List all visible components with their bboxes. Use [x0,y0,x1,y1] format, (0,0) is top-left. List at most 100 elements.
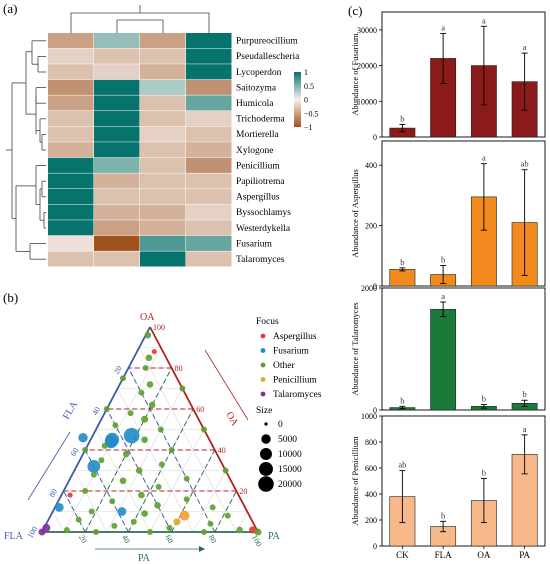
heatmap-row-label: Humicola [236,99,274,109]
fla-tick-label: 100 [26,525,40,540]
heatmap-cell [94,157,140,173]
significance-letter: b [400,114,404,124]
pa-tick-label: 20 [77,533,89,544]
heatmap-cell [140,79,186,95]
heatmap-cell [186,64,232,80]
x-tick-label: FLA [435,550,453,560]
size-legend-label: 15000 [278,465,302,475]
bar-ylabel: Abundance of Aspergillus [350,169,360,258]
heatmap-cell [186,251,232,267]
significance-letter: a [482,15,486,25]
heatmap-cell [94,173,140,189]
focus-legend-marker [260,348,266,353]
column-dendrogram [116,19,164,33]
y-tick-label: 400 [365,490,377,499]
heatmap-cell [186,220,232,236]
heatmap-cell [94,251,140,267]
heatmap-cell [140,64,186,80]
y-tick-label: 0 [373,133,377,142]
y-tick-label: 200 [365,222,377,231]
focus-legend-marker [260,391,266,397]
significance-letter: b [441,254,445,264]
heatmap-cell [186,173,232,189]
heatmap-cell [48,95,94,111]
ternary-grid [192,470,226,533]
ternary-point [151,349,157,355]
panel-label-a: (a) [3,1,17,16]
fla-tick-label: 60 [69,446,81,457]
bar-ylabel: Abundance of Fusarium [350,33,360,116]
ternary-point [101,442,108,449]
y-tick-label: 200 [365,516,377,525]
heatmap-cell [48,64,94,80]
ternary-point [168,447,175,453]
heatmap-cell [94,111,140,127]
ternary-point [119,477,127,485]
significance-letter: ab [521,159,529,169]
size-legend-marker [259,462,273,476]
y-tick-label: 800 [365,438,377,447]
significance-letter: a [523,424,527,434]
heatmap-cell [48,235,94,251]
heatmap-cell [140,220,186,236]
ternary-point [173,518,181,526]
size-legend-label: 5000 [278,435,297,445]
y-tick-label: 20000 [357,62,377,71]
heatmap-cell [140,235,186,251]
focus-legend-title: Focus [256,317,279,327]
ternary-side-fla [41,326,151,533]
ternary-point [142,365,149,371]
fla-tick-label: 80 [47,487,59,498]
axis-arrow-fla [27,431,71,501]
ternary-point [155,483,162,490]
heatmap-cell [94,95,140,111]
vertex-label-pa: PA [268,531,281,542]
heatmap-cell [186,48,232,64]
heatmap-cell [186,142,232,158]
heatmap-cell [94,48,140,64]
heatmap-cell [186,95,232,111]
heatmap-cell [48,111,94,127]
heatmap-cell [186,126,232,142]
heatmap-row-label: Aspergillus [236,193,280,203]
heatmap-cell [140,173,186,189]
heatmap-cell [186,33,232,49]
axis-arrowhead-pa [199,546,205,552]
ternary-point [120,375,126,382]
ternary-point [207,520,214,527]
ternary-point [78,433,88,443]
x-tick-label: CK [396,550,409,560]
ternary-point [236,526,243,534]
vertex-label-fla: FLA [4,531,24,542]
heatmap-cell [94,79,140,95]
significance-letter: b [441,510,445,520]
significance-letter: a [482,153,486,163]
bar-subplot: 0 200 400 600 800 1000 Abundance of Penicilliu… [350,412,546,551]
heatmap-row-label: Xylogone [236,146,273,156]
heatmap-cell [48,173,94,189]
fla-tick-label: 20 [112,364,124,375]
heatmap-cell [94,189,140,205]
heatmap-cell [94,220,140,236]
pa-tick-label: 100 [250,533,264,548]
heatmap-row-label: Lycoperdon [236,68,282,78]
focus-legend-label: Talaromyces [273,390,322,400]
ternary-point [249,526,257,534]
column-dendrogram [70,12,210,33]
ternary-point [144,331,152,339]
focus-legend-label: Fusarium [273,347,310,357]
heatmap-cell [140,251,186,267]
size-legend-marker [264,422,268,426]
heatmap-cell [94,142,140,158]
y-tick-label: 1000 [361,412,377,421]
focus-legend-label: Aspergillus [273,332,317,342]
bar-subplot: 0 200 400 Abundance of Aspergillus b b a ab [350,140,546,291]
heatmap-row-label: Trichoderma [236,115,286,125]
heatmap-row-label: Papiliotrema [236,177,285,187]
ternary-point [224,512,231,519]
side-title-oa: OA [223,410,240,429]
ternary-point [90,471,97,478]
